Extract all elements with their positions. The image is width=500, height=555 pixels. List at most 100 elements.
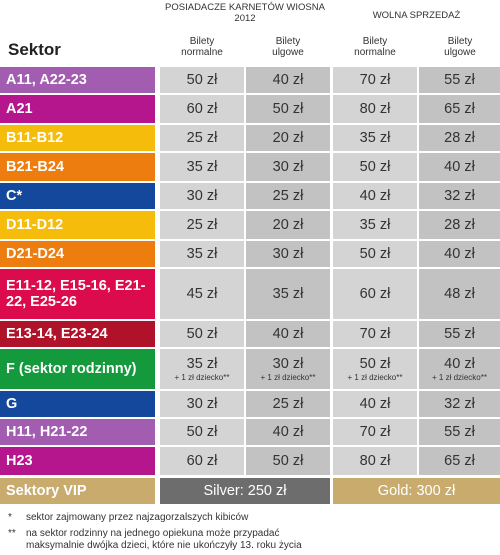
sector-name-cell: D21-D24 [0, 241, 155, 267]
price-value: 30 zł [186, 188, 218, 204]
price-value: 50 zł [359, 159, 391, 175]
price-child-note: + 1 zł dziecko** [174, 373, 230, 382]
sector-name-cell: B21-B24 [0, 153, 155, 181]
price-value: 50 zł [272, 101, 304, 117]
footnote-2: ** na sektor rodzinny na jednego opiekun… [8, 528, 498, 554]
price-cell-reduced-open: 55 zł [419, 67, 500, 93]
price-value: 30 zł [272, 246, 304, 262]
price-value: 35 zł [272, 286, 304, 302]
price-cell-normal-open: 70 zł [333, 419, 417, 445]
vip-sector-label: Sektory VIP [0, 478, 155, 504]
price-value: 40 zł [359, 396, 391, 412]
table-row: B11-B12 25 zł 20 zł 35 zł 28 zł [0, 125, 500, 151]
price-value: 70 zł [359, 424, 391, 440]
price-cell-reduced-open: 65 zł [419, 447, 500, 475]
price-cell-normal-season: 35 zł [160, 241, 244, 267]
price-cell-reduced-open: 40 zł [419, 153, 500, 181]
price-cell-normal-season: 50 zł [160, 321, 244, 347]
price-value: 35 zł [186, 159, 218, 175]
price-cell-reduced-season: 30 zł [246, 241, 330, 267]
sector-name-cell: H23 [0, 447, 155, 475]
table-row: G 30 zł 25 zł 40 zł 32 zł [0, 391, 500, 417]
sector-name-cell: D11-D12 [0, 211, 155, 239]
price-cell-normal-open: 50 zł [333, 153, 417, 181]
footnote-1-mark: * [8, 512, 12, 523]
price-cell-reduced-open: 48 zł [419, 269, 500, 319]
table-row: H11, H21-22 50 zł 40 zł 70 zł 55 zł [0, 419, 500, 445]
price-cell-reduced-open: 32 zł [419, 391, 500, 417]
price-value: 25 zł [272, 396, 304, 412]
price-cell-normal-season: 35 zł + 1 zł dziecko** [160, 349, 244, 389]
footnote-2-mark: ** [8, 528, 16, 539]
price-value: 32 zł [444, 188, 475, 204]
price-cell-reduced-open: 65 zł [419, 95, 500, 123]
price-value: 40 zł [444, 356, 475, 372]
price-cell-reduced-open: 40 zł + 1 zł dziecko** [419, 349, 500, 389]
price-value: 48 zł [444, 286, 475, 302]
price-value: 40 zł [272, 72, 304, 88]
price-value: 50 zł [359, 246, 391, 262]
price-value: 35 zł [359, 217, 391, 233]
price-child-note: + 1 zł dziecko** [432, 373, 487, 382]
footnote-1: * sektor zajmowany przez najzagorzalszyc… [8, 512, 498, 524]
price-value: 25 zł [272, 188, 304, 204]
table-row: C* 30 zł 25 zł 40 zł 32 zł [0, 183, 500, 209]
header-reduced-tickets-2: Bilety ulgowe [444, 36, 476, 58]
price-value: 40 zł [359, 188, 391, 204]
footnote-2-text: na sektor rodzinny na jednego opiekuna m… [26, 528, 302, 551]
table-row: E11-12, E15-16, E21-22, E25-26 45 zł 35 zł… [0, 269, 500, 319]
price-cell-reduced-season: 30 zł + 1 zł dziecko** [246, 349, 330, 389]
price-cell-normal-open: 70 zł [333, 67, 417, 93]
price-value: 55 zł [444, 326, 475, 342]
footnote-1-text: sektor zajmowany przez najzagorzalszych … [26, 512, 249, 523]
table-row: E13-14, E23-24 50 zł 40 zł 70 zł 55 zł [0, 321, 500, 347]
price-value: 35 zł [186, 356, 218, 372]
header-group-open-sale: WOLNA SPRZEDAŻ [372, 10, 461, 21]
price-cell-reduced-season: 20 zł [246, 125, 330, 151]
price-cell-normal-open: 50 zł [333, 241, 417, 267]
header-normal-tickets-1: Bilety normalne [181, 36, 223, 58]
price-cell-normal-open: 80 zł [333, 95, 417, 123]
price-cell-normal-season: 25 zł [160, 125, 244, 151]
price-cell-normal-season: 50 zł [160, 67, 244, 93]
price-cell-normal-open: 80 zł [333, 447, 417, 475]
header-normal-tickets-2: Bilety normalne [354, 36, 396, 58]
price-cell-reduced-open: 55 zł [419, 419, 500, 445]
price-cell-reduced-open: 28 zł [419, 211, 500, 239]
price-value: 60 zł [186, 101, 218, 117]
sector-name-cell: A11, A22-23 [0, 67, 155, 93]
price-cell-normal-open: 70 zł [333, 321, 417, 347]
price-cell-normal-open: 35 zł [333, 211, 417, 239]
sector-name-cell: E13-14, E23-24 [0, 321, 155, 347]
price-value: 28 zł [444, 217, 475, 233]
vip-silver-price: Silver: 250 zł [160, 478, 330, 504]
price-value: 70 zł [359, 72, 391, 88]
price-cell-reduced-season: 25 zł [246, 391, 330, 417]
price-value: 50 zł [272, 453, 304, 469]
price-cell-reduced-open: 32 zł [419, 183, 500, 209]
sector-name-cell: F (sektor rodzinny) [0, 349, 155, 389]
price-cell-reduced-season: 40 zł [246, 321, 330, 347]
price-cell-normal-season: 45 zł [160, 269, 244, 319]
header-reduced-tickets-1: Bilety ulgowe [272, 36, 304, 58]
price-value: 50 zł [186, 424, 218, 440]
price-value: 25 zł [186, 130, 218, 146]
price-cell-normal-open: 60 zł [333, 269, 417, 319]
price-cell-normal-season: 30 zł [160, 391, 244, 417]
table-row: D11-D12 25 zł 20 zł 35 zł 28 zł [0, 211, 500, 239]
sector-name-cell: B11-B12 [0, 125, 155, 151]
table-row: D21-D24 35 zł 30 zł 50 zł 40 zł [0, 241, 500, 267]
sector-name-cell: G [0, 391, 155, 417]
price-value: 45 zł [186, 286, 218, 302]
price-cell-normal-open: 40 zł [333, 391, 417, 417]
price-value: 30 zł [186, 396, 218, 412]
price-value: 80 zł [359, 101, 391, 117]
price-value: 40 zł [272, 424, 304, 440]
price-value: 20 zł [272, 217, 304, 233]
price-cell-normal-season: 60 zł [160, 95, 244, 123]
table-row: B21-B24 35 zł 30 zł 50 zł 40 zł [0, 153, 500, 181]
table-row: F (sektor rodzinny) 35 zł + 1 zł dziecko**… [0, 349, 500, 389]
price-value: 50 zł [186, 72, 218, 88]
sector-name-cell: A21 [0, 95, 155, 123]
price-value: 40 zł [444, 246, 475, 262]
